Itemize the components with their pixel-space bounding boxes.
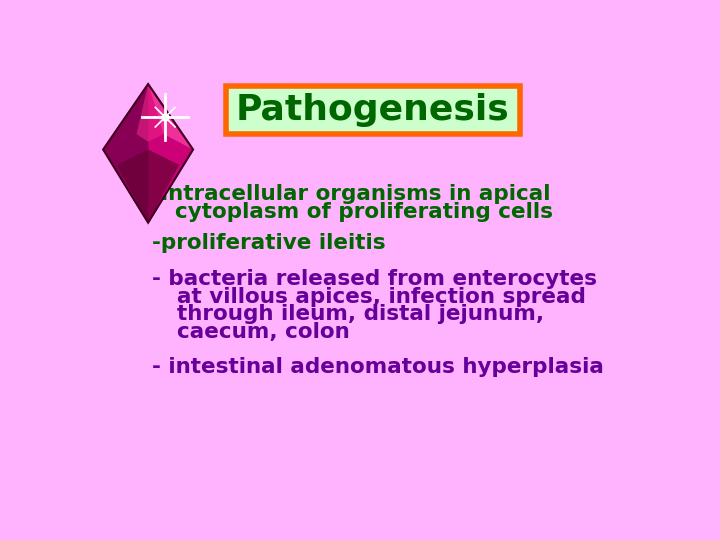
FancyBboxPatch shape	[225, 86, 520, 134]
Polygon shape	[117, 150, 179, 222]
Polygon shape	[103, 84, 148, 222]
Text: through ileum, distal jejunum,: through ileum, distal jejunum,	[177, 304, 544, 324]
Text: cytoplasm of proliferating cells: cytoplasm of proliferating cells	[175, 202, 553, 222]
Polygon shape	[103, 84, 193, 222]
Text: - bacteria released from enterocytes: - bacteria released from enterocytes	[152, 269, 597, 289]
Text: -intracellular organisms in apical: -intracellular organisms in apical	[152, 184, 551, 204]
Text: Pathogenesis: Pathogenesis	[236, 93, 510, 127]
Text: - intestinal adenomatous hyperplasia: - intestinal adenomatous hyperplasia	[152, 357, 604, 377]
Polygon shape	[148, 84, 193, 150]
Text: -proliferative ileitis: -proliferative ileitis	[152, 233, 386, 253]
Text: at villous apices, infection spread: at villous apices, infection spread	[177, 287, 585, 307]
Polygon shape	[137, 84, 163, 142]
Polygon shape	[148, 84, 193, 222]
Text: caecum, colon: caecum, colon	[177, 322, 349, 342]
